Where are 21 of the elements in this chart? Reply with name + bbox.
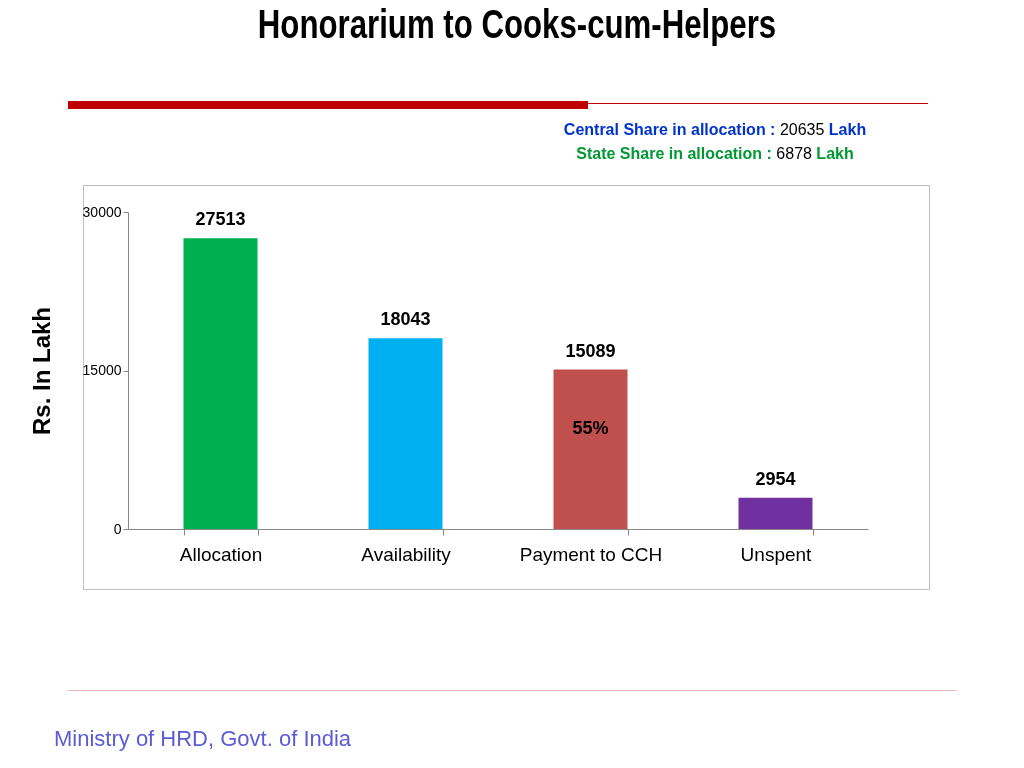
chart-title: Honorarium to Cooks-cum-Helpers bbox=[256, 2, 778, 47]
y-tick-label: 0 bbox=[113, 520, 122, 537]
x-tick-label: Payment to CCH bbox=[519, 543, 663, 565]
text: State Share in allocation : 6878 Lakh bbox=[576, 145, 854, 162]
data-label: 27513 bbox=[195, 209, 246, 230]
data-label: 2954 bbox=[755, 468, 796, 489]
y-tick-label: 15000 bbox=[82, 362, 122, 378]
bar bbox=[183, 238, 258, 529]
bar bbox=[368, 338, 443, 529]
y-tick-label: 30000 bbox=[82, 203, 122, 220]
text: Central Share in allocation : 20635 Lakh bbox=[563, 121, 867, 138]
data-label: 15089 bbox=[565, 340, 616, 361]
x-tick-label: Unspent bbox=[740, 543, 813, 565]
x-tick-label: Availability bbox=[361, 543, 452, 565]
x-tick-label: Allocation bbox=[179, 543, 263, 565]
bar bbox=[738, 497, 813, 529]
bar bbox=[553, 369, 628, 529]
y-axis-title: Rs. In Lakh bbox=[27, 306, 55, 436]
annotation: 55% bbox=[572, 417, 609, 438]
text: Ministry of HRD, Govt. of India bbox=[54, 726, 352, 752]
data-label: 18043 bbox=[380, 309, 431, 330]
